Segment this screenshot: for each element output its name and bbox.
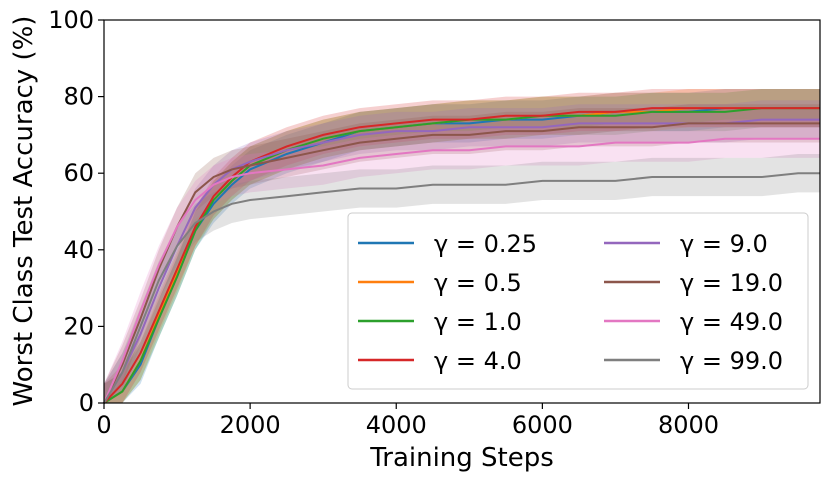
y-axis-ticks: 0 20 40 60 80 100 [48,6,104,417]
series-band-4 [104,100,820,404]
series-band-7 [104,154,820,403]
x-axis-label: Training Steps [369,443,554,473]
y-tick-label: 60 [63,159,94,187]
legend-label-0: γ = 0.25 [434,230,537,258]
series-line-3 [103,107,820,404]
series-line-7 [103,172,820,404]
series-band-0 [104,88,820,403]
plot-frame [103,19,821,404]
y-tick-label: 0 [79,389,94,417]
series-line-6 [103,137,820,404]
y-tick-label: 20 [63,312,94,340]
legend-label-1: γ = 0.5 [434,269,522,297]
x-axis-ticks: 0 2000 4000 6000 8000 [96,403,719,439]
legend-label-4: γ = 9.0 [680,230,768,258]
legend-label-3: γ = 4.0 [434,347,522,375]
series-band-2 [104,88,820,403]
y-tick-label: 40 [63,236,94,264]
series-lines [103,107,820,404]
legend-label-5: γ = 19.0 [680,269,783,297]
y-axis-label: Worst Class Test Accuracy (%) [9,16,39,407]
series-band-1 [104,88,820,403]
x-tick-label: 4000 [366,411,427,439]
series-line-2 [103,107,820,404]
legend-label-6: γ = 49.0 [680,308,783,336]
x-tick-label: 8000 [658,411,719,439]
legend-label-2: γ = 1.0 [434,308,522,336]
x-tick-label: 6000 [512,411,573,439]
legend-label-7: γ = 99.0 [680,347,783,375]
legend-box [347,212,809,390]
y-tick-label: 100 [48,6,94,34]
y-tick-label: 80 [63,83,94,111]
x-tick-label: 0 [96,411,111,439]
series-band-6 [104,119,820,403]
series-band-5 [104,104,820,403]
legend: γ = 0.25 γ = 0.5 γ = 1.0 γ = 4.0 γ = 9.0 γ = … [347,212,809,390]
x-tick-label: 2000 [220,411,281,439]
